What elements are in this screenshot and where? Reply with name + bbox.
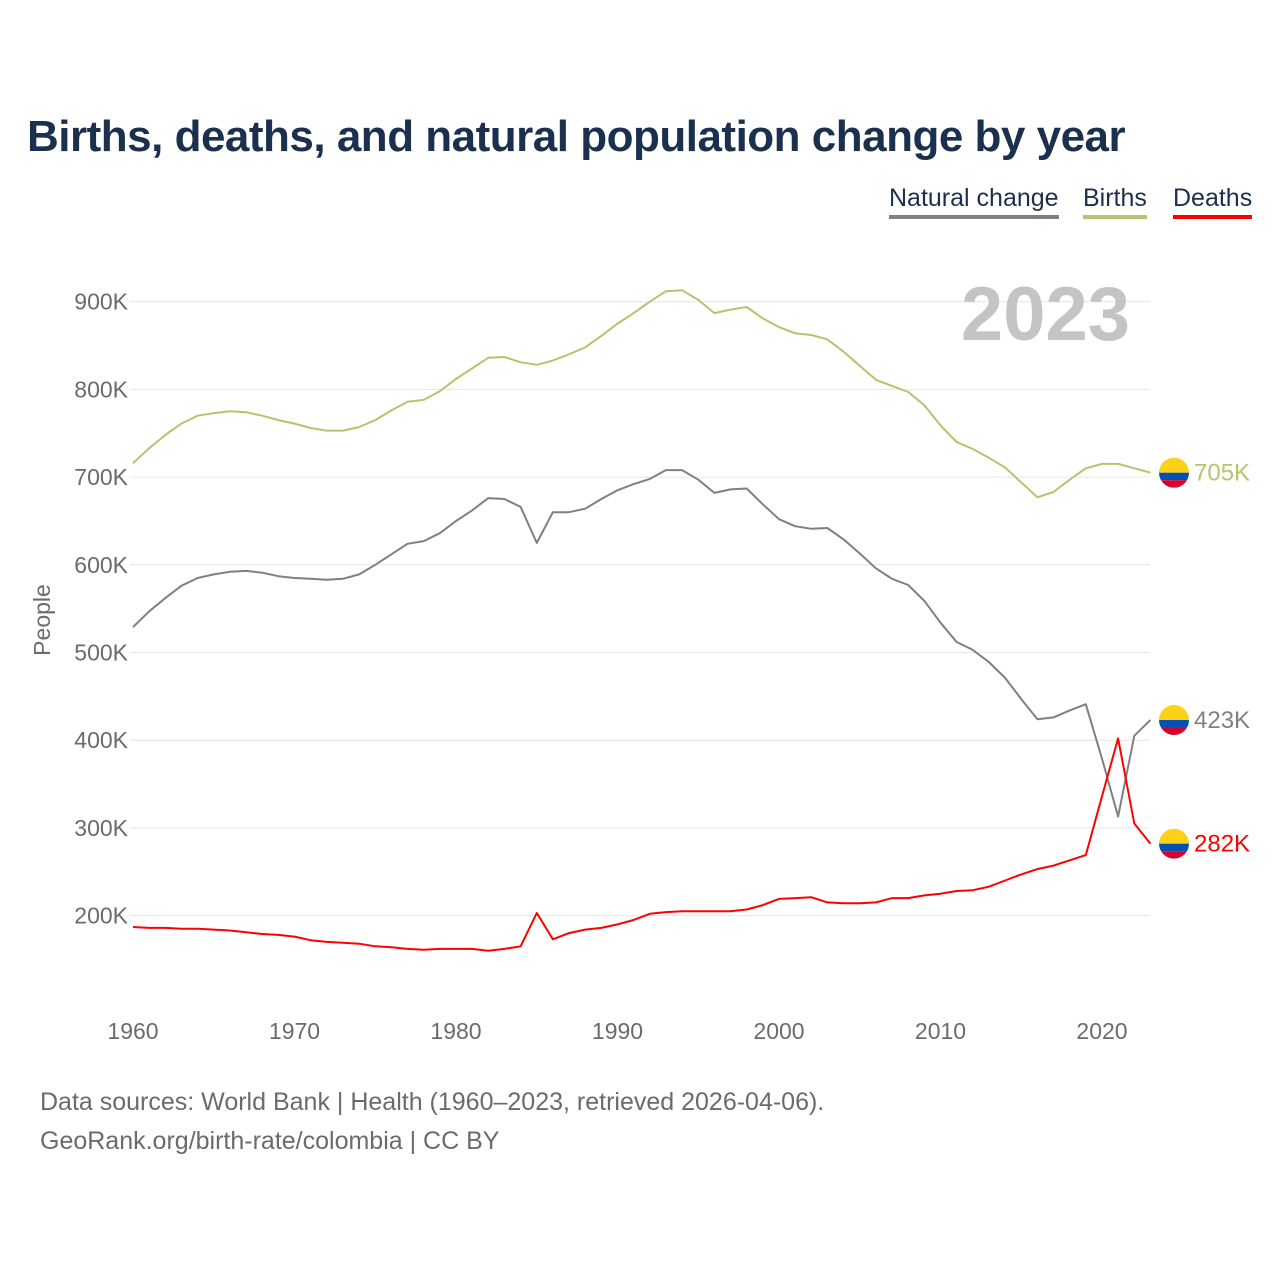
y-tick-label: 400K [74, 727, 128, 753]
colombia-flag-icon [1159, 457, 1189, 488]
y-tick-label: 600K [74, 552, 128, 578]
y-tick-label: 500K [74, 640, 128, 666]
colombia-flag-icon [1159, 828, 1189, 859]
colombia-flag-icon [1159, 705, 1189, 736]
x-tick-label: 2000 [753, 1018, 804, 1044]
footer-attribution: GeoRank.org/birth-rate/colombia | CC BY [40, 1127, 500, 1155]
end-value-label: 282K [1194, 831, 1250, 858]
series-line-deaths [132, 737, 1152, 952]
series-line-births [132, 289, 1151, 499]
legend-births[interactable]: Births [1083, 184, 1147, 219]
y-tick-label: 300K [74, 815, 128, 841]
y-tick-label: 900K [74, 289, 128, 315]
year-watermark: 2023 [961, 272, 1130, 357]
x-tick-label: 2020 [1076, 1018, 1127, 1044]
legend-deaths[interactable]: Deaths [1173, 184, 1253, 219]
x-tick-label: 1980 [430, 1018, 481, 1044]
x-tick-label: 1990 [592, 1018, 643, 1044]
y-tick-label: 200K [74, 903, 128, 929]
x-tick-label: 1970 [269, 1018, 320, 1044]
end-value-label: 705K [1194, 460, 1250, 487]
y-tick-label: 800K [74, 376, 128, 402]
y-tick-label: 700K [74, 464, 128, 490]
chart-title: Births, deaths, and natural population c… [27, 112, 1126, 161]
y-axis-label: People [29, 584, 55, 656]
legend-natural-change[interactable]: Natural change [889, 184, 1059, 219]
x-tick-label: 1960 [107, 1018, 158, 1044]
x-tick-label: 2010 [915, 1018, 966, 1044]
end-value-label: 423K [1194, 707, 1250, 734]
series-line-natural-change [132, 469, 1152, 818]
footer-sources: Data sources: World Bank | Health (1960–… [40, 1088, 825, 1116]
